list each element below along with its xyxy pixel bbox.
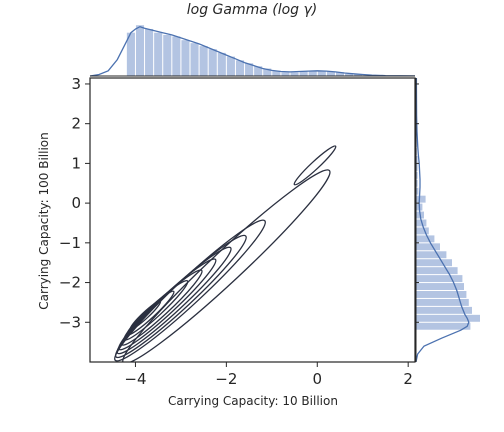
marginal-x-bar	[217, 52, 226, 76]
kde-contour-1	[122, 169, 331, 362]
marginal-x-bar	[126, 32, 135, 76]
y-tick-label: 0	[71, 194, 81, 212]
marginal-x-bar	[281, 72, 290, 76]
marginal-x-bar	[208, 49, 217, 76]
y-tick-label: −2	[59, 274, 81, 292]
kde-contour-9	[129, 300, 162, 330]
marginal-y-bar	[416, 267, 458, 275]
joint-frame	[89, 77, 416, 363]
x-axis: −4 −2 0 2	[124, 362, 413, 388]
marginal-x-bar	[245, 63, 254, 76]
marginal-y-bar	[416, 251, 447, 259]
y-tick-label: −1	[59, 234, 81, 252]
x-tick-label: 0	[312, 370, 322, 388]
marginal-y-bar	[416, 195, 426, 203]
marginal-y-panel	[415, 77, 480, 363]
marginal-x-bar	[308, 71, 317, 76]
marginal-y-bar	[416, 163, 418, 171]
marginal-y-kde	[415, 77, 470, 363]
kde-contour-10	[293, 145, 337, 186]
marginal-x-kde	[89, 25, 416, 77]
y-tick-label: 3	[71, 75, 81, 93]
marginal-x-bar	[199, 46, 208, 76]
marginal-y-bar	[416, 322, 471, 330]
marginal-x-bar	[299, 71, 308, 76]
chart-title: log Gamma (log γ)	[187, 2, 318, 18]
marginal-x-bar	[226, 56, 235, 76]
marginal-y-bar	[416, 235, 435, 243]
y-axis: −3 −2 −1 0 1 2 3	[59, 75, 419, 331]
marginal-y-bar	[416, 275, 463, 283]
marginal-x-panel	[89, 25, 416, 77]
marginal-y-bar	[416, 283, 464, 291]
marginal-x-bar	[354, 74, 363, 76]
marginal-y-bar	[416, 179, 418, 187]
marginal-x-bar	[317, 70, 326, 76]
marginal-y-bar	[416, 259, 452, 267]
x-tick-label: −4	[124, 370, 146, 388]
x-tick-label: 2	[403, 370, 413, 388]
joint-panel: −4 −2 0 2 −3 −2 −1 0 1 2 3	[59, 75, 419, 388]
marginal-x-bar	[154, 32, 163, 76]
marginal-x-bar	[172, 36, 181, 76]
marginal-x-bar	[345, 73, 354, 76]
marginal-x-bar	[135, 25, 145, 76]
x-tick-label: −2	[215, 370, 237, 388]
x-axis-label: Carrying Capacity: 10 Billion	[168, 394, 338, 408]
marginal-y-bar	[416, 187, 419, 195]
y-tick-label: −3	[59, 313, 81, 331]
marginal-y-bar	[416, 298, 469, 306]
marginal-y-bar	[416, 243, 440, 251]
marginal-x-bar	[263, 68, 272, 76]
y-tick-label: 2	[71, 115, 81, 133]
marginal-y-bar	[416, 227, 429, 235]
marginal-x-bar	[163, 34, 172, 76]
marginal-y-bar	[416, 291, 467, 298]
marginal-x-bar	[145, 28, 154, 76]
marginal-y-bar	[416, 171, 418, 179]
marginal-x-bar	[190, 43, 199, 76]
y-axis-label: Carrying Capacity: 100 Billion	[37, 132, 51, 310]
marginal-x-bar	[290, 72, 299, 76]
marginal-y-bar	[416, 314, 480, 322]
marginal-y-bar	[416, 306, 472, 314]
marginal-x-bar	[235, 60, 245, 76]
y-tick-label: 1	[71, 154, 81, 172]
marginal-x-bar	[326, 71, 335, 76]
marginal-x-bar	[254, 66, 263, 76]
marginal-y-bar	[416, 155, 418, 163]
marginal-x-bar	[335, 72, 345, 76]
marginal-x-bar	[181, 40, 190, 76]
marginal-x-bar	[272, 70, 281, 76]
marginal-y-bar	[416, 219, 427, 227]
kde-contours	[114, 145, 337, 362]
